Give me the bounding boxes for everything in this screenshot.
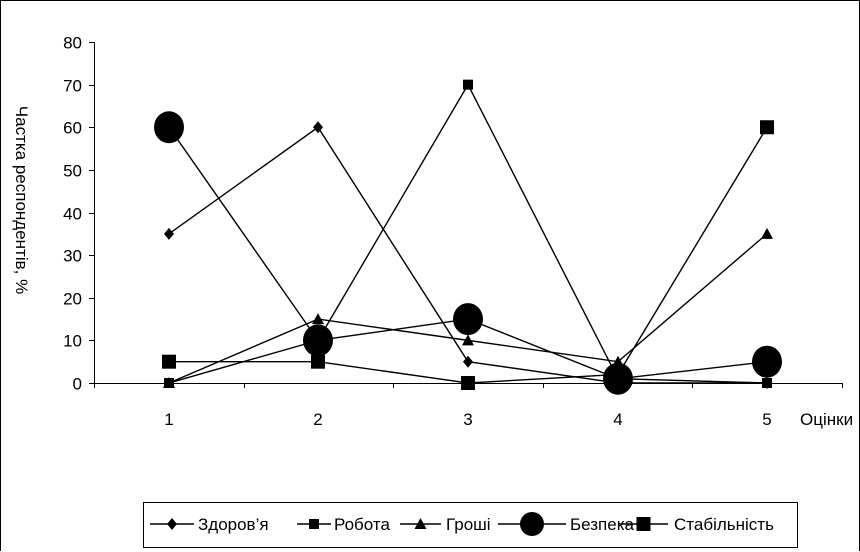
- x-tick-label: 4: [613, 410, 622, 429]
- x-tick-label: 3: [463, 410, 472, 429]
- x-tick-label: 1: [164, 410, 173, 429]
- data-point: [752, 345, 782, 378]
- legend-item: Здоров’я: [150, 515, 269, 534]
- series-5: [162, 120, 774, 390]
- data-point: [462, 334, 474, 346]
- x-tick-label: 5: [762, 410, 771, 429]
- legend-label: Гроші: [446, 515, 491, 534]
- data-point: [312, 313, 324, 325]
- data-point: [463, 79, 473, 90]
- y-tick-label: 50: [63, 162, 82, 181]
- data-point: [760, 120, 774, 135]
- data-point: [461, 376, 475, 390]
- y-tick-label: 80: [63, 34, 82, 53]
- y-tick-label: 10: [63, 332, 82, 351]
- legend-label: Безпека: [570, 515, 635, 534]
- legend-label: Здоров’я: [198, 515, 269, 534]
- y-tick-label: 40: [63, 205, 82, 224]
- legend: Здоров’я Робота Гроші Безпека Стабільність: [150, 512, 774, 536]
- data-point: [311, 354, 325, 369]
- legend-label: Стабільність: [674, 515, 774, 534]
- series-4: [154, 111, 782, 395]
- legend-marker: [414, 518, 427, 529]
- y-axis-label: Частка респондентів, %: [12, 106, 31, 294]
- data-point: [163, 377, 175, 388]
- series-1: [164, 121, 772, 389]
- data-point: [453, 303, 483, 336]
- y-tick-label: 60: [63, 119, 82, 138]
- legend-label: Робота: [334, 515, 390, 534]
- data-point: [303, 324, 333, 357]
- data-point: [164, 227, 174, 240]
- data-point: [762, 378, 772, 388]
- legend-marker: [167, 518, 177, 530]
- y-tick-label: 20: [63, 290, 82, 309]
- x-tick-label: 2: [313, 410, 322, 429]
- data-point: [162, 354, 176, 369]
- y-tick-label: 70: [63, 77, 82, 96]
- legend-box: [143, 502, 798, 548]
- data-point: [611, 367, 625, 382]
- legend-marker: [636, 517, 651, 531]
- data-point: [313, 121, 323, 134]
- legend-item: Стабільність: [619, 515, 774, 534]
- legend-item: Гроші: [400, 515, 491, 534]
- x-axis-label: Оцінки: [800, 410, 853, 429]
- data-point: [154, 111, 184, 144]
- plot-area: 0 10 20 30 40 50 60 70 80 1 2 3 4 5: [63, 34, 843, 429]
- data-point: [761, 227, 773, 239]
- y-tick-label: 30: [63, 247, 82, 266]
- legend-marker: [309, 519, 319, 529]
- legend-marker: [520, 512, 544, 536]
- legend-item: Робота: [297, 515, 390, 534]
- y-tick-label: 0: [73, 375, 82, 394]
- legend-item: Безпека: [498, 512, 635, 536]
- data-point: [463, 355, 473, 368]
